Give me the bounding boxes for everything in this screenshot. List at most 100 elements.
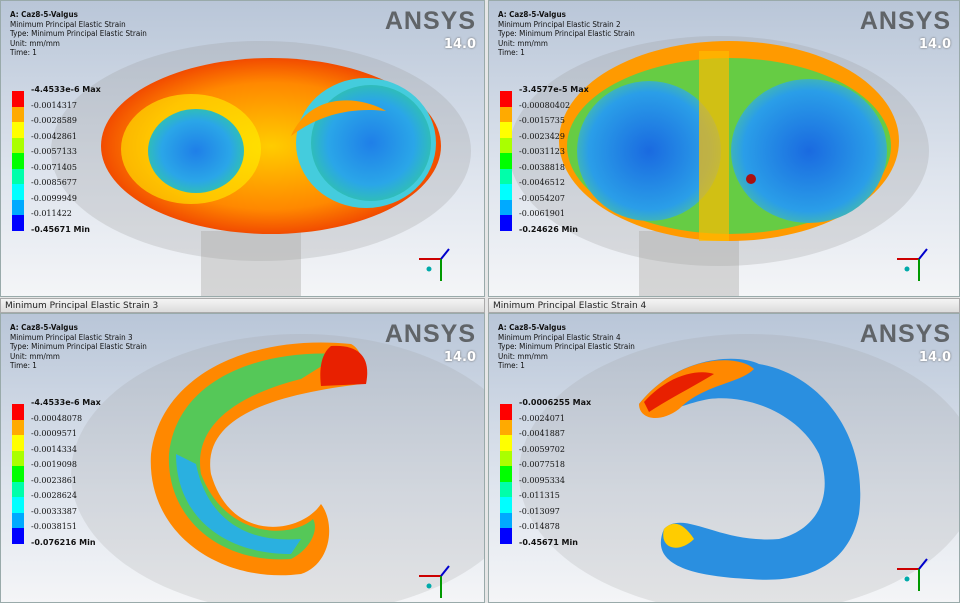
legend-label: -0.0054207 [519,194,565,203]
legend-swatch [500,107,512,123]
legend-label: -0.0028624 [31,491,77,500]
legend-swatch [12,215,24,231]
info-line: A: Caz8-5-Valgus [10,323,147,333]
logo: ANSYS [860,7,951,36]
axis-triad [419,249,449,281]
legend-label: -0.0099949 [31,194,77,203]
legend-swatch [500,528,512,544]
screen: A: Caz8-5-ValgusMinimum Principal Elasti… [0,0,960,603]
legend-label: -0.0095334 [519,476,565,485]
legend-swatch [12,451,24,467]
legend-label: -0.0014317 [31,101,77,110]
legend-label: -0.0024071 [519,414,565,423]
legend-swatch [500,184,512,200]
legend-label: -0.0023429 [519,132,565,141]
legend-label: -0.0015735 [519,116,565,125]
legend-swatch [500,451,512,467]
legend-label: -0.45671 Min [31,225,90,234]
legend-label: -0.0023861 [31,476,77,485]
viewport-header: Minimum Principal Elastic Strain 4 [488,298,960,313]
logo: ANSYS [860,320,951,349]
legend-label: -0.0009571 [31,429,77,438]
info-line: Type: Minimum Principal Elastic Strain [10,342,147,352]
info-line: Type: Minimum Principal Elastic Strain [498,29,635,39]
info-line: Type: Minimum Principal Elastic Strain [10,29,147,39]
legend-label: -0.0042861 [31,132,77,141]
info-line: Minimum Principal Elastic Strain 3 [10,333,147,343]
legend-swatch [500,482,512,498]
legend-label: -0.013097 [519,507,560,516]
legend-label: -0.0019098 [31,460,77,469]
info-line: Minimum Principal Elastic Strain [10,20,147,30]
legend-swatch [500,497,512,513]
info-line: Minimum Principal Elastic Strain 4 [498,333,635,343]
info-line: Minimum Principal Elastic Strain 2 [498,20,635,30]
legend-label: -0.0028589 [31,116,77,125]
logo: ANSYS [385,320,476,349]
info-line: Unit: mm/mm [10,352,147,362]
legend-swatch [500,435,512,451]
legend-label: -0.014878 [519,522,560,531]
legend-swatch [500,420,512,436]
info-line: Type: Minimum Principal Elastic Strain [498,342,635,352]
info-block: A: Caz8-5-ValgusMinimum Principal Elasti… [10,10,147,58]
legend-label: -0.0006255 Max [519,398,591,407]
legend-swatch [12,184,24,200]
info-line: Time: 1 [10,361,147,371]
info-line: Time: 1 [498,48,635,58]
axis-triad [897,249,927,281]
legend-swatch [500,404,512,420]
legend-label: -0.45671 Min [519,538,578,547]
legend-label: -0.0061901 [519,209,565,218]
legend-label: -3.4577e-5 Max [519,85,589,94]
legend-swatch [12,420,24,436]
legend-swatch [12,435,24,451]
legend-label: -0.0046512 [519,178,565,187]
legend-label: -0.0033387 [31,507,77,516]
legend-label: -0.00048078 [31,414,82,423]
legend-label: -0.011422 [31,209,72,218]
legend-swatch [12,122,24,138]
info-line: A: Caz8-5-Valgus [498,10,635,20]
legend-label: -4.4533e-6 Max [31,85,101,94]
legend-label: -0.011315 [519,491,560,500]
legend-swatch [500,513,512,529]
legend-swatch [12,528,24,544]
info-line: Time: 1 [498,361,635,371]
legend-swatch [500,200,512,216]
version: 14.0 [919,350,951,365]
info-line: Unit: mm/mm [498,352,635,362]
legend-swatch [12,153,24,169]
legend-label: -0.0059702 [519,445,565,454]
info-line: A: Caz8-5-Valgus [498,323,635,333]
legend-swatch [12,497,24,513]
legend-swatch [500,466,512,482]
version: 14.0 [444,350,476,365]
legend-label: -4.4533e-6 Max [31,398,101,407]
legend-swatch [12,466,24,482]
legend-label: -0.0038151 [31,522,77,531]
info-line: Unit: mm/mm [10,39,147,49]
legend-swatch [12,513,24,529]
legend-label: -0.0057133 [31,147,77,156]
legend-swatch [500,153,512,169]
legend-swatch [500,122,512,138]
info-line: Unit: mm/mm [498,39,635,49]
legend-label: -0.00080402 [519,101,570,110]
logo: ANSYS [385,7,476,36]
legend-label: -0.0041887 [519,429,565,438]
legend-swatch [12,169,24,185]
legend-label: -0.0077518 [519,460,565,469]
legend-label: -0.0031123 [519,147,565,156]
legend-swatch [500,215,512,231]
legend-swatch [12,200,24,216]
legend-swatch [12,482,24,498]
legend-swatch [500,138,512,154]
